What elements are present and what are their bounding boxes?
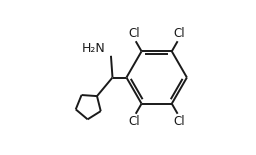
Text: Cl: Cl <box>129 27 140 40</box>
Text: Cl: Cl <box>129 115 140 128</box>
Text: H₂N: H₂N <box>82 42 105 55</box>
Text: Cl: Cl <box>173 27 185 40</box>
Text: Cl: Cl <box>173 115 185 128</box>
